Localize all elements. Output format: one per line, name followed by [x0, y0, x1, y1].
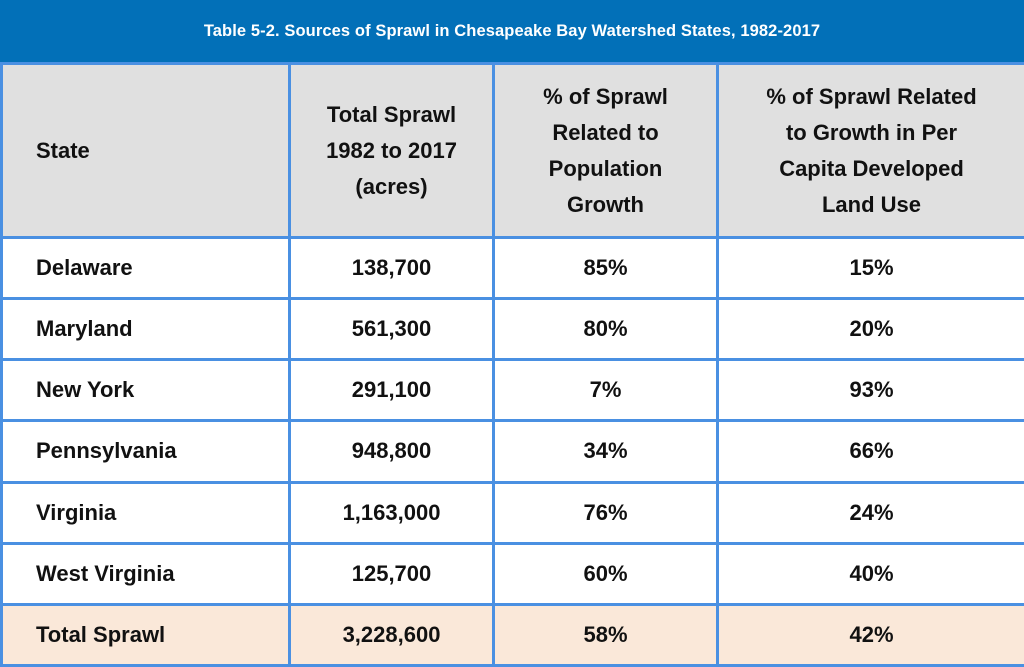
- header-state: State: [0, 62, 291, 239]
- header-line: Total Sprawl: [326, 101, 457, 127]
- cell-state: Pennsylvania: [0, 419, 291, 484]
- header-pct-population: % of Sprawl Related to Population Growth: [492, 62, 719, 239]
- cell-pct-per-capita: 24%: [716, 480, 1024, 545]
- cell-pct-population: 85%: [492, 235, 719, 301]
- table-row: Virginia 1,163,000 76% 24%: [0, 480, 1024, 545]
- cell-pct-population: 58%: [492, 602, 719, 667]
- sprawl-table: State Total Sprawl 1982 to 2017 (acres) …: [0, 62, 1024, 667]
- header-line: % of Sprawl Related: [766, 83, 977, 109]
- cell-total-sprawl: 561,300: [288, 297, 495, 362]
- cell-pct-per-capita: 20%: [716, 297, 1024, 362]
- cell-total-sprawl: 291,100: [288, 358, 495, 423]
- header-line: to Growth in Per: [785, 119, 958, 145]
- total-row: Total Sprawl 3,228,600 58% 42%: [0, 602, 1024, 667]
- cell-state: Maryland: [0, 297, 291, 362]
- header-total-sprawl: Total Sprawl 1982 to 2017 (acres): [288, 62, 495, 239]
- header-line: Growth: [567, 191, 644, 217]
- cell-pct-population: 7%: [492, 358, 719, 423]
- header-row: State Total Sprawl 1982 to 2017 (acres) …: [0, 62, 1024, 239]
- table-row: Pennsylvania 948,800 34% 66%: [0, 419, 1024, 484]
- header-line: Land Use: [821, 191, 922, 217]
- table-title: Table 5-2. Sources of Sprawl in Chesapea…: [0, 0, 1024, 62]
- cell-total-label: Total Sprawl: [0, 602, 291, 667]
- header-line: % of Sprawl: [543, 83, 668, 109]
- header-line: State: [36, 137, 90, 163]
- cell-state: New York: [0, 358, 291, 423]
- header-line: 1982 to 2017: [326, 137, 457, 163]
- cell-pct-per-capita: 93%: [716, 358, 1024, 423]
- header-line: (acres): [355, 173, 428, 199]
- cell-pct-per-capita: 15%: [716, 235, 1024, 301]
- cell-state: West Virginia: [0, 541, 291, 606]
- table-row: Delaware 138,700 85% 15%: [0, 235, 1024, 301]
- cell-total-sprawl: 138,700: [288, 235, 495, 301]
- cell-total-sprawl: 3,228,600: [288, 602, 495, 667]
- header-line: Related to: [552, 119, 659, 145]
- cell-pct-per-capita: 42%: [716, 602, 1024, 667]
- table-row: Maryland 561,300 80% 20%: [0, 297, 1024, 362]
- table-row: West Virginia 125,700 60% 40%: [0, 541, 1024, 606]
- cell-pct-population: 60%: [492, 541, 719, 606]
- cell-pct-population: 34%: [492, 419, 719, 484]
- cell-pct-per-capita: 40%: [716, 541, 1024, 606]
- cell-pct-per-capita: 66%: [716, 419, 1024, 484]
- cell-state: Delaware: [0, 235, 291, 301]
- cell-total-sprawl: 125,700: [288, 541, 495, 606]
- header-pct-per-capita: % of Sprawl Related to Growth in Per Cap…: [716, 62, 1024, 239]
- header-line: Population: [548, 155, 663, 181]
- cell-pct-population: 76%: [492, 480, 719, 545]
- cell-total-sprawl: 948,800: [288, 419, 495, 484]
- cell-state: Virginia: [0, 480, 291, 545]
- cell-pct-population: 80%: [492, 297, 719, 362]
- cell-total-sprawl: 1,163,000: [288, 480, 495, 545]
- table-row: New York 291,100 7% 93%: [0, 358, 1024, 423]
- header-line: Capita Developed: [779, 155, 964, 181]
